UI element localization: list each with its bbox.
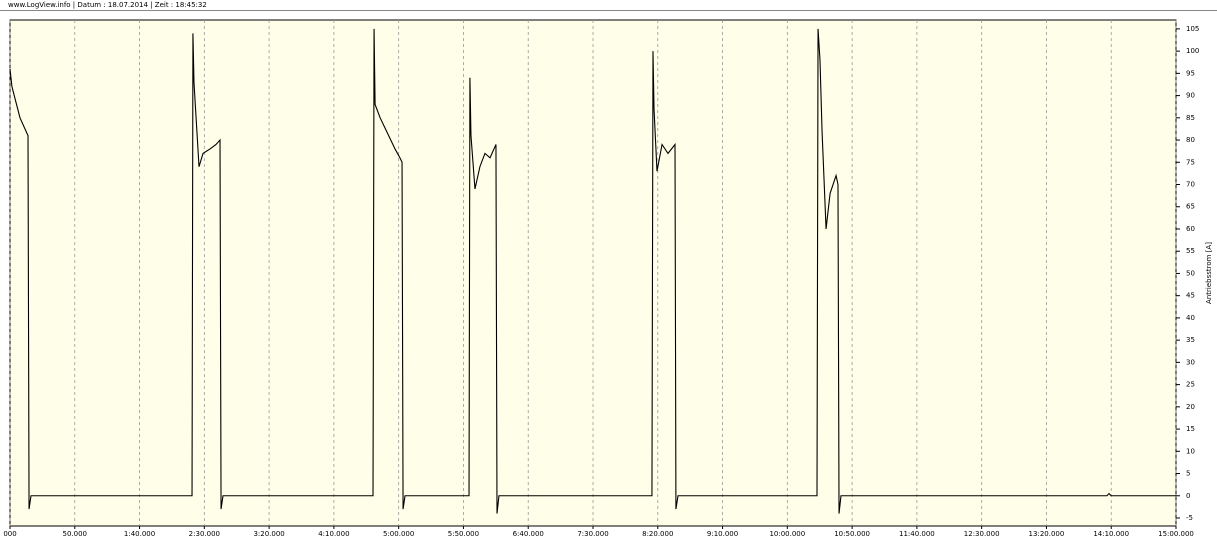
x-tick-label: 10:00.000 [769,530,805,538]
x-tick-label: 12:30.000 [964,530,1000,538]
chart-title: www.LogView.info | Datum : 18.07.2014 | … [8,1,207,9]
x-tick-label: 9:10.000 [707,530,738,538]
x-tick-label: 7:30.000 [577,530,608,538]
x-tick-label: 6:40.000 [513,530,544,538]
y-tick-label: 25 [1186,381,1195,389]
y-tick-label: 30 [1186,358,1195,366]
y-tick-label: 5 [1186,470,1190,478]
y-tick-label: 85 [1186,114,1195,122]
x-tick-label: 13:20.000 [1029,530,1065,538]
x-tick-label: 1:40.000 [124,530,155,538]
x-tick-label: 000 [3,530,16,538]
y-tick-label: 20 [1186,403,1195,411]
x-tick-label: 3:20.000 [253,530,284,538]
y-tick-label: 100 [1186,47,1199,55]
x-tick-label: 5:00.000 [383,530,414,538]
y-tick-label: 70 [1186,181,1195,189]
y-tick-label: 65 [1186,203,1195,211]
x-tick-label: 50.000 [63,530,88,538]
y-tick-label: 105 [1186,25,1199,33]
y-tick-label: 60 [1186,225,1195,233]
x-tick-label: 2:30.000 [189,530,220,538]
y-tick-label: 80 [1186,136,1195,144]
y-tick-label: 15 [1186,425,1195,433]
x-tick-label: 10:50.000 [834,530,870,538]
y-tick-label: 0 [1186,492,1190,500]
y-tick-label: 75 [1186,158,1195,166]
x-tick-label: 11:40.000 [899,530,935,538]
x-tick-label: 4:10.000 [318,530,349,538]
y-tick-label: -5 [1186,514,1193,522]
y-tick-label: 10 [1186,447,1195,455]
x-tick-label: 15:00.000 [1158,530,1194,538]
x-tick-label: 8:20.000 [642,530,673,538]
y-tick-label: 90 [1186,92,1195,100]
y-tick-label: 40 [1186,314,1195,322]
y-axis-label: Antriebsstrom [A] [1205,242,1213,304]
y-tick-label: 95 [1186,69,1195,77]
y-tick-label: 50 [1186,269,1195,277]
y-tick-label: 55 [1186,247,1195,255]
y-tick-label: 45 [1186,292,1195,300]
x-tick-label: 5:50.000 [448,530,479,538]
y-tick-label: 35 [1186,336,1195,344]
data-line [9,28,1176,514]
x-tick-label: 14:10.000 [1093,530,1129,538]
